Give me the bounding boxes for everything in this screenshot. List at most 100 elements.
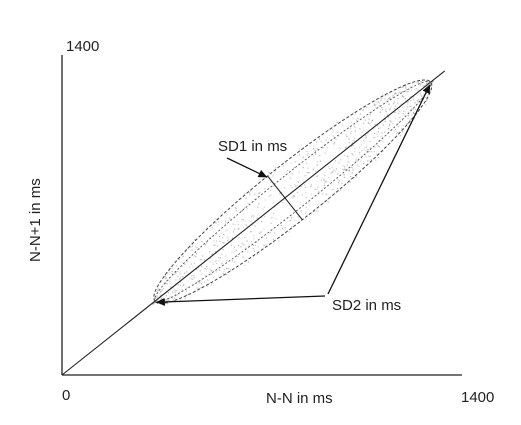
scatter-point (258, 203, 260, 205)
scatter-point (353, 140, 355, 142)
scatter-point (347, 169, 349, 171)
scatter-point (241, 218, 243, 221)
scatter-point (177, 284, 179, 286)
scatter-point (167, 272, 169, 274)
scatter-point (375, 104, 377, 106)
scatter-point (319, 155, 321, 157)
scatter-point (368, 155, 370, 157)
scatter-point (186, 247, 189, 250)
scatter-point (397, 97, 399, 99)
scatter-point (300, 210, 302, 212)
scatter-point (374, 123, 376, 125)
scatter-point (167, 300, 169, 302)
scatter-point (352, 144, 354, 146)
scatter-point (412, 82, 414, 84)
scatter-point (351, 153, 353, 155)
scatter-point (364, 149, 366, 151)
scatter-point (273, 212, 275, 214)
scatter-point (242, 226, 244, 228)
scatter-point (313, 210, 315, 212)
scatter-point (394, 111, 396, 113)
scatter-point (400, 103, 402, 105)
scatter-point (365, 155, 367, 157)
scatter-point (250, 190, 252, 192)
scatter-point (237, 245, 240, 247)
scatter-point (270, 189, 272, 191)
scatter-point (164, 278, 166, 280)
scatter-point (207, 279, 209, 281)
sd1-label: SD1 in ms (218, 138, 287, 155)
scatter-point (175, 279, 177, 281)
scatter-point (363, 122, 365, 124)
scatter-point (364, 119, 366, 121)
scatter-point (373, 132, 376, 135)
scatter-point (398, 112, 400, 115)
scatter-point (178, 278, 180, 281)
scatter-point (390, 106, 392, 108)
scatter-point (351, 172, 353, 174)
scatter-point (210, 269, 212, 271)
scatter-point (244, 220, 246, 222)
scatter-point (291, 187, 293, 189)
scatter-point (384, 98, 386, 100)
scatter-point (421, 95, 423, 97)
scatter-point (196, 247, 198, 249)
scatter-point (352, 154, 354, 156)
scatter-point (413, 112, 415, 114)
scatter-point (382, 106, 384, 108)
scatter-point (427, 99, 429, 101)
scatter-point (346, 164, 348, 166)
scatter-point (354, 162, 356, 164)
scatter-point (394, 128, 397, 130)
scatter-point (348, 138, 350, 140)
scatter-point (261, 231, 263, 233)
scatter-point (257, 246, 259, 248)
scatter-point (432, 80, 434, 83)
scatter-point (205, 269, 207, 271)
scatter-point (215, 251, 217, 253)
scatter-point (427, 82, 429, 84)
scatter-point (214, 244, 216, 246)
scatter-point (254, 193, 256, 195)
scatter-point (402, 125, 404, 127)
scatter-point (337, 173, 339, 175)
scatter-point (411, 107, 413, 109)
scatter-point (318, 138, 320, 140)
scatter-point (412, 108, 414, 110)
scatter-point (431, 81, 434, 83)
scatter-point (272, 185, 274, 187)
scatter-point (200, 273, 202, 275)
scatter-point (416, 99, 418, 102)
scatter-point (300, 185, 302, 187)
scatter-point (305, 212, 307, 214)
scatter-point (315, 170, 317, 172)
scatter-point (369, 155, 372, 157)
scatter-point (266, 237, 268, 239)
scatter-point (413, 96, 415, 98)
scatter-point (165, 277, 167, 279)
scatter-point (182, 284, 184, 286)
scatter-point (302, 167, 304, 169)
scatter-point (157, 300, 159, 302)
scatter-point (252, 224, 254, 226)
scatter-point (253, 250, 255, 252)
sd1-axis-segment (267, 175, 303, 221)
scatter-point (361, 143, 363, 145)
scatter-point (169, 296, 171, 298)
scatter-point (319, 160, 321, 162)
scatter-point (201, 241, 203, 243)
scatter-point (285, 162, 287, 164)
scatter-point (382, 124, 384, 126)
scatter-point (416, 81, 418, 83)
scatter-point (386, 114, 388, 116)
scatter-point (360, 135, 362, 137)
scatter-point (407, 114, 409, 116)
scatter-point (328, 129, 330, 131)
scatter-point (211, 253, 213, 255)
scatter-point (195, 253, 197, 255)
scatter-point (382, 109, 384, 111)
scatter-point (429, 91, 431, 93)
scatter-point (387, 114, 389, 117)
scatter-point (393, 130, 395, 132)
scatter-point (305, 214, 307, 216)
